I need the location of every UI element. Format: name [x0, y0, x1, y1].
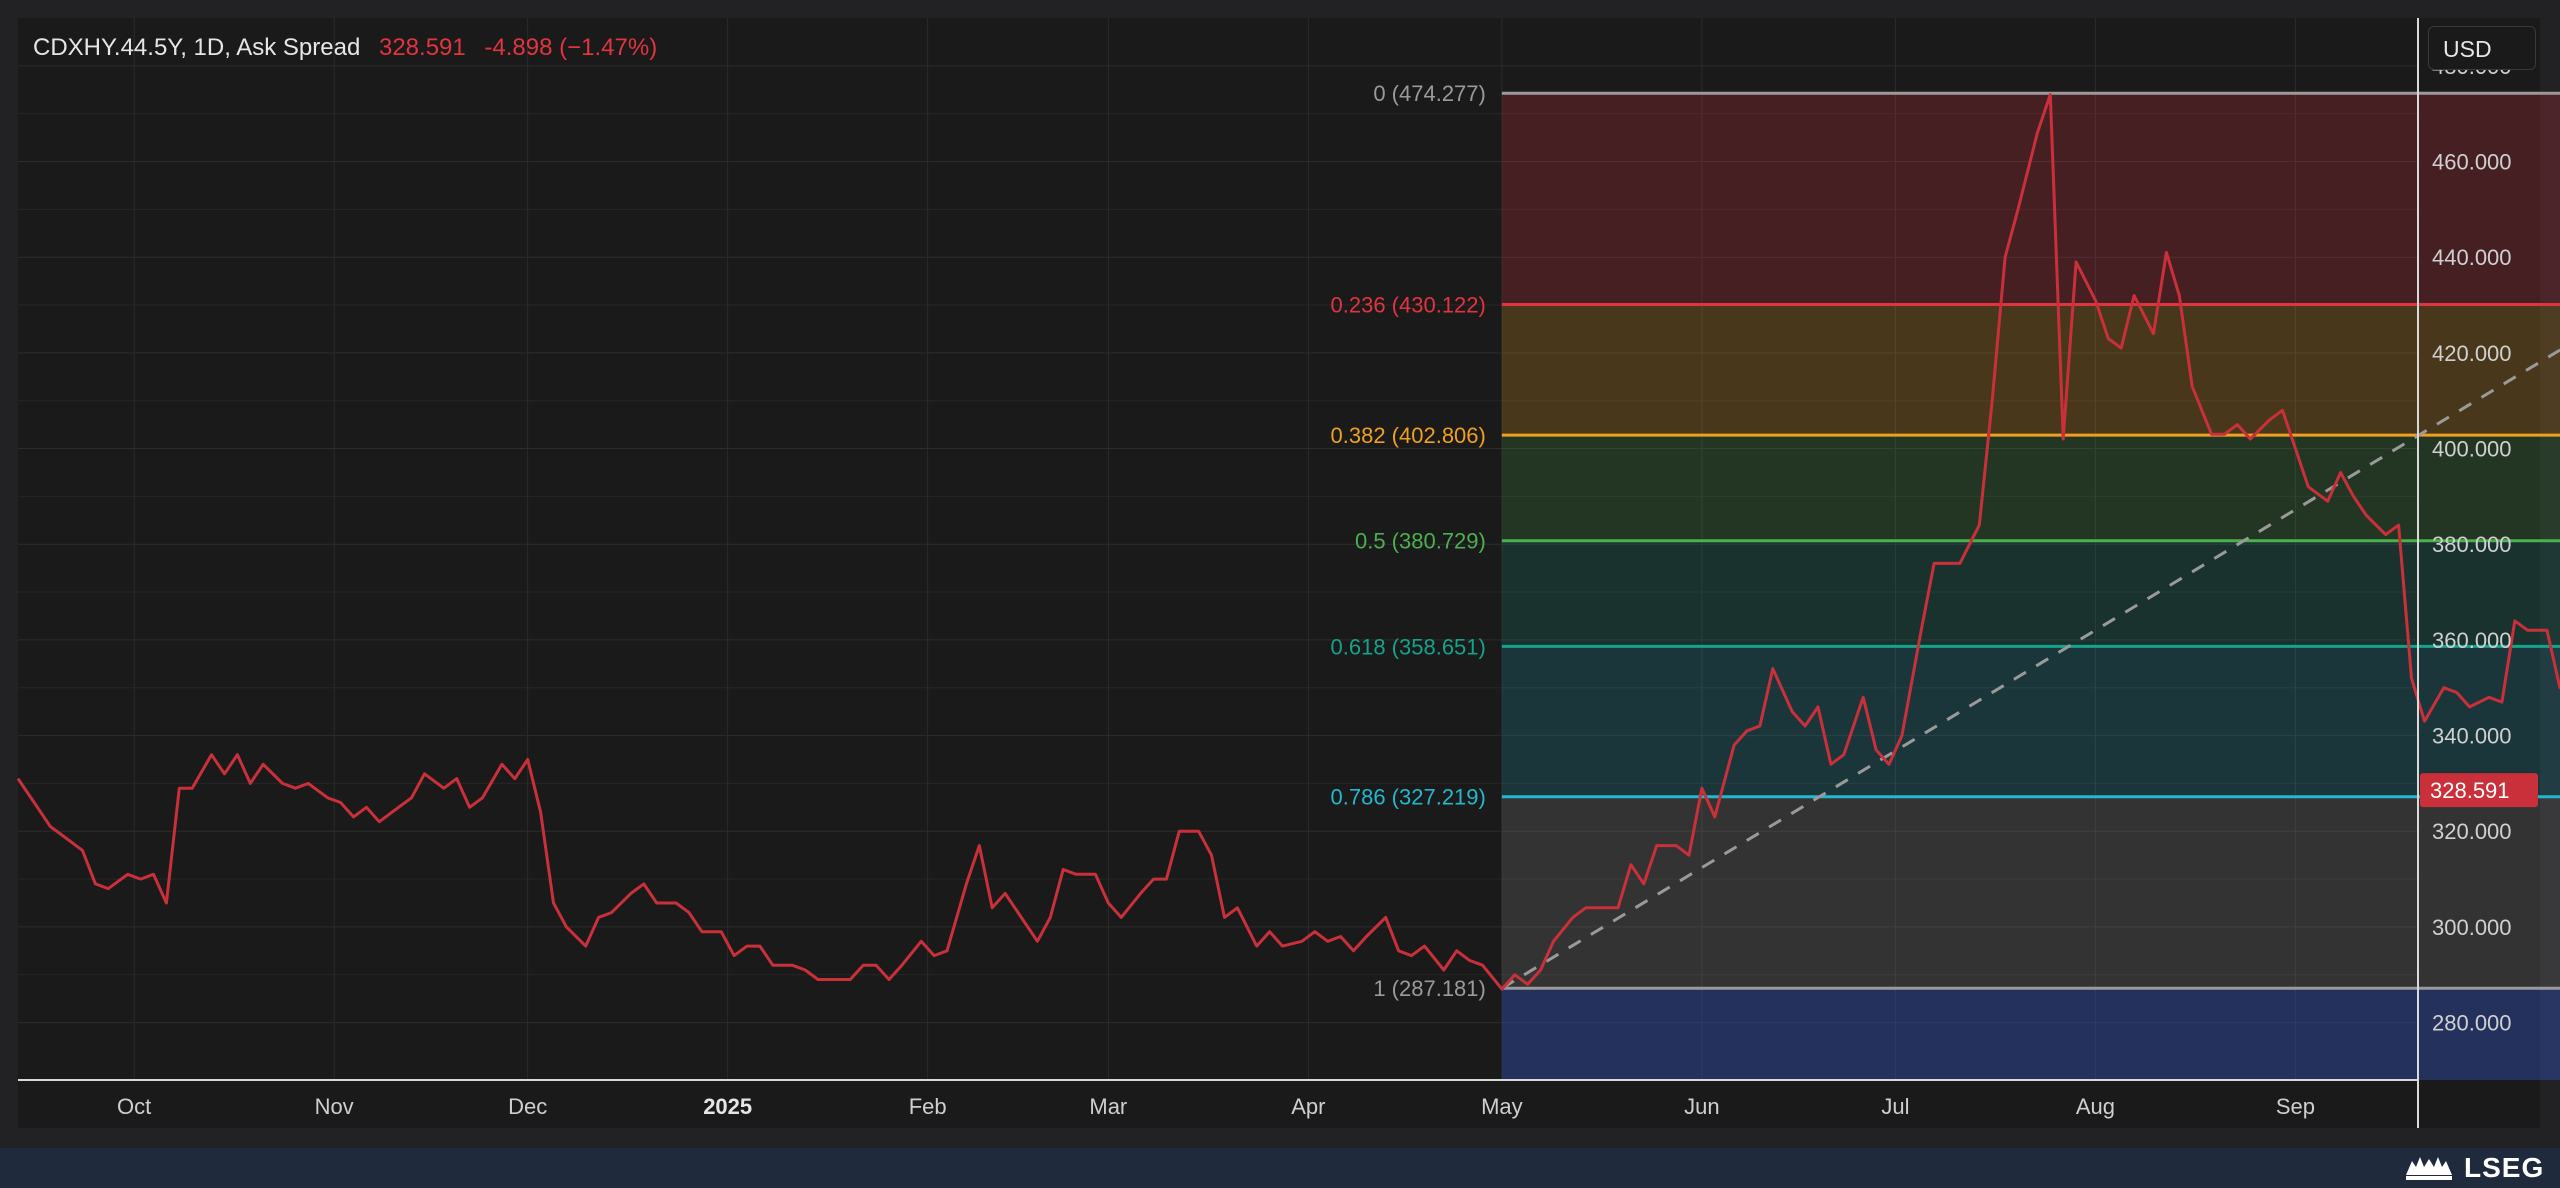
fib-band: [1501, 796, 2560, 989]
y-tick-label: 440.000: [2432, 245, 2512, 270]
brand-name: LSEG: [2464, 1152, 2545, 1183]
y-tick-label: 340.000: [2432, 724, 2512, 749]
y-tick-label: 320.000: [2432, 819, 2512, 844]
fib-band: [1501, 540, 2560, 647]
y-tick-label: 380.000: [2432, 532, 2512, 557]
fib-level-label: 0.5 (380.729): [1355, 529, 1486, 554]
lseg-emblem-icon: [2406, 1157, 2452, 1180]
last-value: 328.591: [378, 34, 466, 61]
price-series: [16, 93, 2560, 991]
x-tick-label: May: [1481, 1094, 1523, 1119]
x-tick-label: Jun: [1684, 1094, 1719, 1119]
x-tick-label: Aug: [2076, 1094, 2115, 1119]
lseg-logo: LSEG: [2402, 1150, 2544, 1186]
fib-band-extension: [1501, 988, 2560, 1080]
axes: 480.000460.000440.000420.000400.000380.0…: [18, 18, 2538, 1128]
y-tick-label: 420.000: [2432, 341, 2512, 366]
y-tick-label: 280.000: [2432, 1011, 2512, 1036]
fib-level-label: 1 (287.181): [1373, 976, 1486, 1001]
fib-level-label: 0.786 (327.219): [1331, 785, 1486, 810]
y-tick-label: 460.000: [2432, 150, 2512, 175]
fib-level-label: 0.382 (402.806): [1331, 423, 1486, 448]
last-price-badge: [2420, 773, 2538, 808]
x-tick-label: Dec: [508, 1094, 547, 1119]
x-tick-label: 2025: [703, 1094, 752, 1119]
fib-level-label: 0 (474.277): [1373, 81, 1486, 106]
currency-button[interactable]: USD: [2428, 26, 2536, 70]
fib-level-label: 0.618 (358.651): [1331, 634, 1486, 659]
fib-band: [1501, 646, 2560, 797]
x-tick-label: Jul: [1881, 1094, 1909, 1119]
grid: [18, 18, 2418, 1080]
footer-bar: [0, 1148, 2560, 1188]
x-tick-label: Feb: [909, 1094, 947, 1119]
fib-trend-line: [1501, 348, 2560, 990]
price-line: [16, 93, 2560, 991]
fib-band: [1501, 304, 2560, 436]
y-tick-label: 300.000: [2432, 915, 2512, 940]
change-value: -4.898 (−1.47%): [484, 34, 658, 61]
last-price-badge-label: 328.591: [2430, 778, 2510, 803]
x-tick-label: Sep: [2276, 1094, 2315, 1119]
x-tick-label: Oct: [117, 1094, 151, 1119]
y-tick-label: 400.000: [2432, 437, 2512, 462]
chart-legend: CDXHY.44.5Y, 1D, Ask Spread 328.591 -4.8…: [33, 34, 657, 62]
x-tick-label: Nov: [315, 1094, 354, 1119]
fib-band: [1501, 435, 2560, 541]
y-tick-label: 360.000: [2432, 628, 2512, 653]
fib-band: [1501, 93, 2560, 305]
x-tick-label: Mar: [1089, 1094, 1127, 1119]
symbol-label: CDXHY.44.5Y, 1D, Ask Spread: [33, 34, 361, 61]
x-tick-label: Apr: [1291, 1094, 1325, 1119]
fibonacci-retracement[interactable]: 0 (474.277) 0.236 (430.122) 0.382 (402.806…: [1331, 81, 2560, 1080]
fib-level-label: 0.236 (430.122): [1331, 292, 1486, 317]
